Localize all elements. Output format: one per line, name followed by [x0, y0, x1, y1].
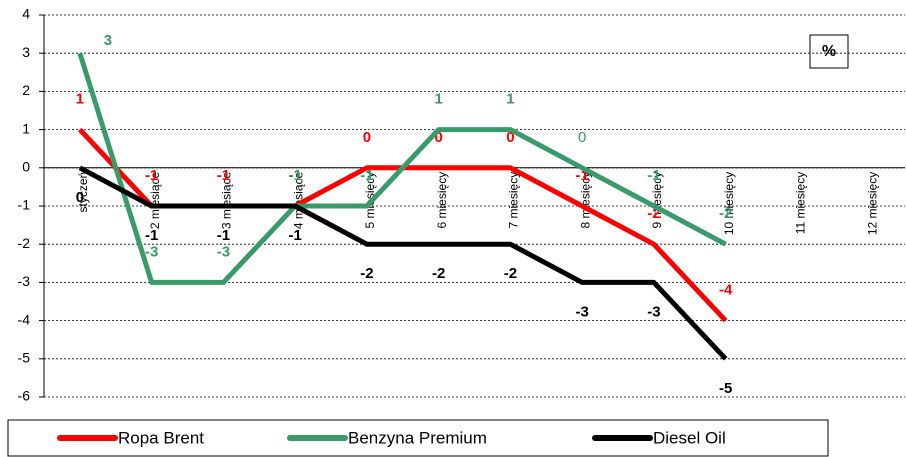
legend-box — [7, 419, 829, 457]
data-label: -3 — [575, 303, 588, 320]
y-tick-label: 3 — [22, 44, 30, 60]
y-tick-label: -4 — [18, 311, 31, 327]
data-label: -2 — [504, 265, 517, 282]
y-tick-label: 2 — [22, 82, 30, 98]
data-label: -2 — [432, 265, 445, 282]
data-label: 0 — [76, 189, 84, 206]
y-tick-label: 0 — [22, 159, 30, 175]
data-label: 0 — [363, 129, 371, 146]
data-label: -5 — [719, 380, 732, 397]
data-label: -2 — [719, 205, 732, 222]
x-tick-label: 10 miesięcy — [722, 172, 736, 235]
y-tick-label: -2 — [18, 235, 31, 251]
data-label: 1 — [506, 91, 514, 108]
data-label: -3 — [647, 303, 660, 320]
data-label: -1 — [647, 167, 660, 184]
x-tick-label: 12 miesięcy — [865, 172, 879, 235]
data-label: -1 — [145, 167, 158, 184]
data-label: -1 — [145, 227, 158, 244]
x-tick-label: 8 miesięcy — [578, 172, 592, 229]
y-tick-label: -3 — [18, 273, 31, 289]
data-label: -3 — [217, 243, 230, 260]
data-label: -1 — [360, 167, 373, 184]
data-label: -1 — [217, 167, 230, 184]
legend-label: Benzyna Premium — [348, 428, 487, 447]
data-label: -1 — [288, 227, 301, 244]
data-label: -1 — [288, 167, 301, 184]
x-tick-label: 6 miesięcy — [435, 172, 449, 229]
y-tick-label: -6 — [18, 388, 31, 404]
data-label: 3 — [104, 32, 112, 49]
x-tick-label: 3 miesiące — [220, 171, 234, 229]
x-tick-label: styczeń — [76, 172, 90, 213]
data-label: 0 — [578, 129, 586, 146]
x-tick-label: 7 miesięcy — [507, 172, 521, 229]
legend-label: Diesel Oil — [653, 428, 726, 447]
y-tick-label: 4 — [22, 6, 30, 22]
data-label: 0 — [434, 129, 442, 146]
data-label: -2 — [360, 265, 373, 282]
data-label: 1 — [434, 91, 442, 108]
data-label: -4 — [719, 282, 733, 299]
data-label: -3 — [145, 243, 158, 260]
x-tick-label: 11 miesięcy — [794, 172, 808, 234]
data-label: -1 — [288, 167, 301, 184]
unit-label: % — [822, 43, 836, 60]
legend-label: Ropa Brent — [118, 428, 204, 447]
y-tick-label: -5 — [18, 350, 31, 366]
y-tick-label: 1 — [22, 120, 30, 136]
data-label: 1 — [76, 91, 84, 108]
data-label: 0 — [506, 129, 514, 146]
x-tick-label: 2 miesiące — [148, 171, 162, 229]
data-label: -1 — [217, 227, 230, 244]
x-tick-label: 9 miesięcy — [650, 172, 664, 229]
y-tick-label: -1 — [18, 197, 31, 213]
unit-box — [809, 34, 849, 69]
x-tick-label: 4 miesiące — [291, 171, 305, 229]
series-line — [78, 165, 728, 361]
series-line — [78, 127, 728, 323]
series-line — [77, 52, 727, 285]
